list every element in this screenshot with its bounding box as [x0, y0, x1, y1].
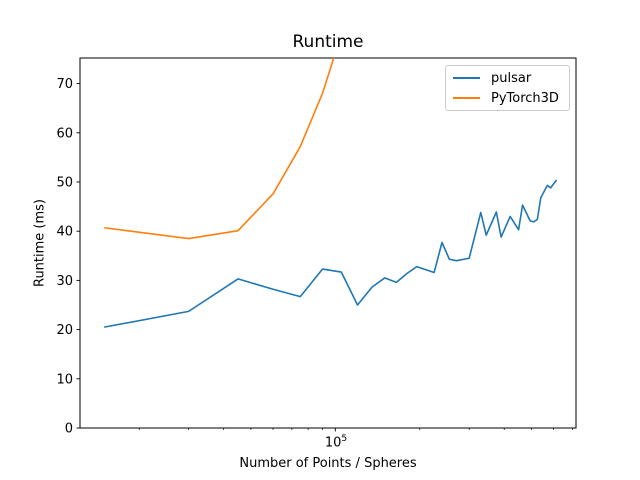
- legend-swatch-pulsar: [453, 77, 480, 79]
- x-major-tick-label: 105: [325, 434, 347, 450]
- legend-item-pytorch3d: PyTorch3D: [453, 88, 559, 108]
- y-tick-label: 0: [65, 422, 73, 437]
- y-tick-label: 10: [56, 372, 73, 387]
- legend-label-pytorch3d: PyTorch3D: [491, 90, 559, 106]
- y-tick-label: 30: [56, 274, 73, 289]
- series-line-pytorch3d: [104, 58, 335, 240]
- y-tick-label: 70: [56, 77, 73, 92]
- y-tick-label: 60: [56, 126, 73, 141]
- y-tick-label: 50: [56, 175, 73, 190]
- axes-frame: [79, 57, 577, 429]
- y-axis-label: Runtime (ms): [32, 198, 48, 288]
- legend-swatch-pytorch3d: [453, 97, 480, 99]
- x-axis-label: Number of Points / Spheres: [239, 456, 417, 471]
- series-line-pulsar: [104, 179, 558, 328]
- legend-label-pulsar: pulsar: [491, 70, 532, 86]
- y-tick-label: 20: [56, 323, 73, 338]
- legend: pulsar PyTorch3D: [445, 65, 570, 111]
- y-tick-label: 40: [56, 225, 73, 240]
- x-major-tick-exponent: 5: [341, 434, 348, 444]
- x-major-tick-base: 10: [324, 435, 342, 451]
- legend-item-pulsar: pulsar: [453, 68, 559, 88]
- chart-title: Runtime: [292, 32, 364, 52]
